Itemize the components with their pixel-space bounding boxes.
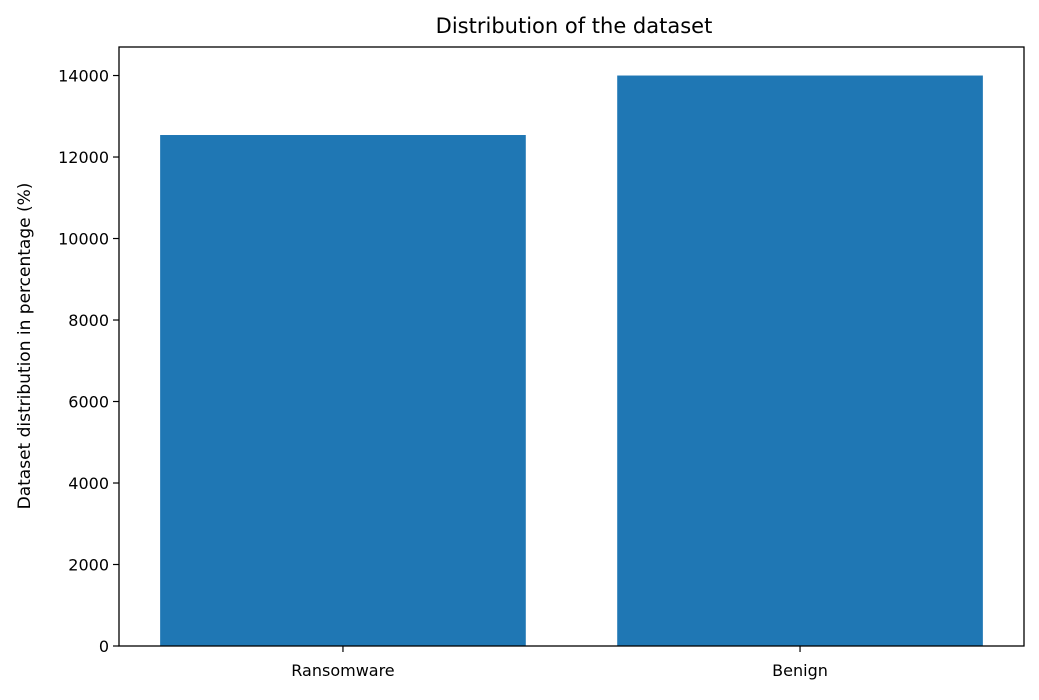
y-tick-label: 2000 (68, 556, 109, 575)
x-tick-label: Ransomware (291, 661, 394, 680)
y-tick-label: 12000 (58, 148, 109, 167)
y-tick-label: 10000 (58, 230, 109, 249)
chart-title: Distribution of the dataset (436, 14, 713, 38)
bar-benign (617, 75, 983, 647)
plot-area-frame (118, 46, 1025, 647)
bar-ransomware (160, 135, 526, 646)
bars-layer (160, 75, 983, 647)
y-tick-label: 4000 (68, 474, 109, 493)
y-tick-label: 14000 (58, 67, 109, 86)
y-axis-label: Dataset distribution in percentage (%) (15, 183, 35, 510)
y-tick-label: 0 (99, 637, 109, 656)
y-tick-label: 8000 (68, 311, 109, 330)
y-tick-label: 6000 (68, 393, 109, 412)
x-tick-label: Benign (772, 661, 828, 680)
y-axis: 0 2000 4000 6000 8000 10000 12000 14000 (58, 67, 119, 656)
x-axis: Ransomware Benign (291, 646, 828, 680)
